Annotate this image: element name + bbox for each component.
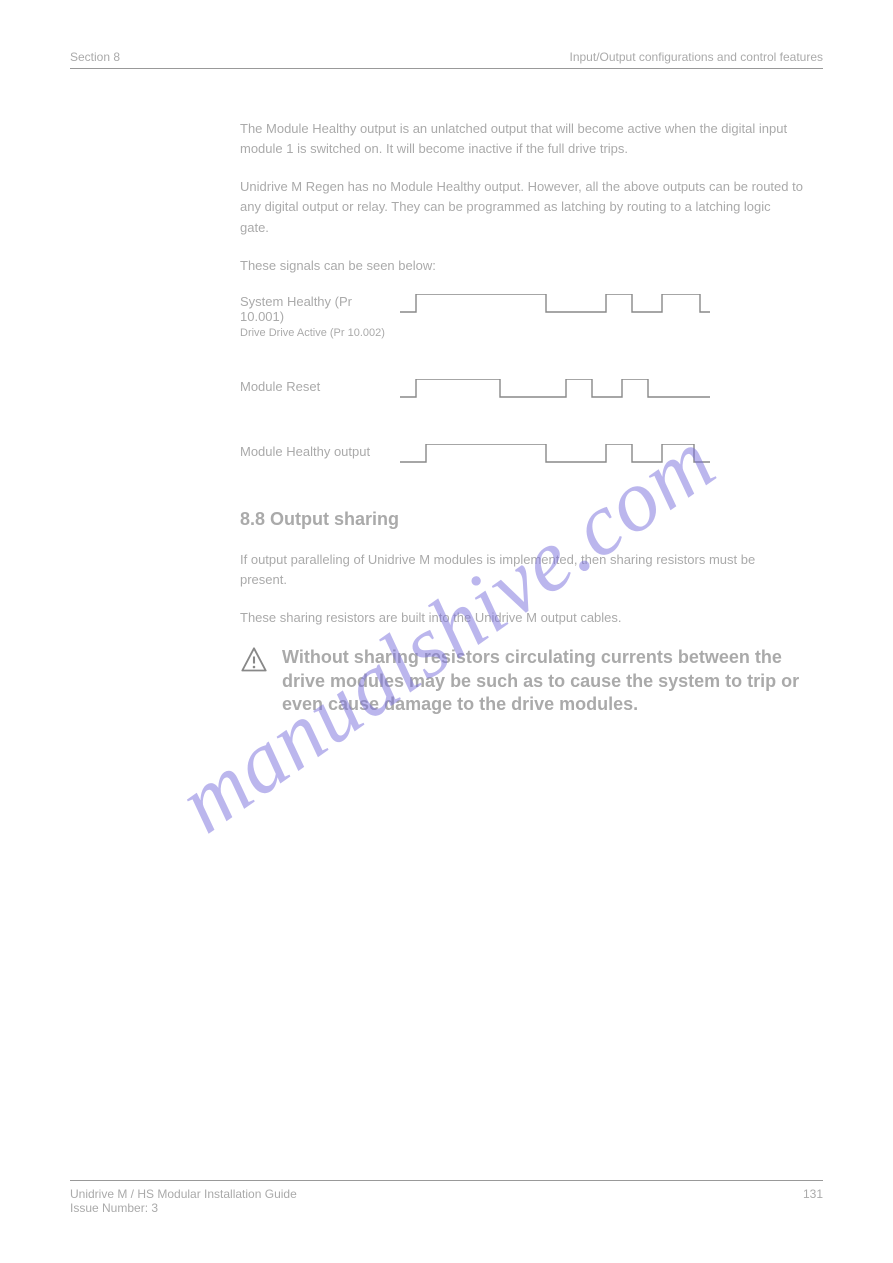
section-title-output-sharing: 8.8 Output sharing — [240, 509, 803, 530]
label-module-healthy: Module Healthy output — [240, 444, 400, 469]
page-header: Section 8 Input/Output configurations an… — [70, 50, 823, 68]
para-signals-intro: These signals can be seen below: — [240, 256, 803, 276]
warning-text: Without sharing resistors circulating cu… — [282, 646, 803, 716]
header-section: Section 8 — [70, 50, 120, 64]
row-system-healthy: System Healthy (Pr 10.001) Drive Drive A… — [240, 294, 803, 339]
label-module-reset: Module Reset — [240, 379, 400, 404]
page-footer: Unidrive M / HS Modular Installation Gui… — [70, 1180, 823, 1215]
main-content: The Module Healthy output is an unlatche… — [240, 119, 803, 716]
waveform-module-reset — [400, 379, 803, 404]
para-module-healthy: The Module Healthy output is an unlatche… — [240, 119, 803, 159]
waveform-system-healthy — [400, 294, 803, 339]
footer-issue: Issue Number: 3 — [70, 1201, 158, 1215]
para-sharing-2: These sharing resistors are built into t… — [240, 608, 803, 628]
footer-title: Unidrive M / HS Modular Installation Gui… — [70, 1187, 297, 1201]
para-regen: Unidrive M Regen has no Module Healthy o… — [240, 177, 803, 237]
warning-row: Without sharing resistors circulating cu… — [240, 646, 803, 716]
footer-rule — [70, 1180, 823, 1181]
warning-icon — [240, 646, 268, 674]
header-title: Input/Output configurations and control … — [570, 50, 824, 64]
label-system-healthy: System Healthy (Pr 10.001) Drive Drive A… — [240, 294, 400, 339]
row-module-reset: Module Reset — [240, 379, 803, 404]
para-sharing-1: If output paralleling of Unidrive M modu… — [240, 550, 803, 590]
row-module-healthy: Module Healthy output — [240, 444, 803, 469]
waveform-module-healthy — [400, 444, 803, 469]
header-rule — [70, 68, 823, 69]
page-number: 131 — [803, 1187, 823, 1201]
